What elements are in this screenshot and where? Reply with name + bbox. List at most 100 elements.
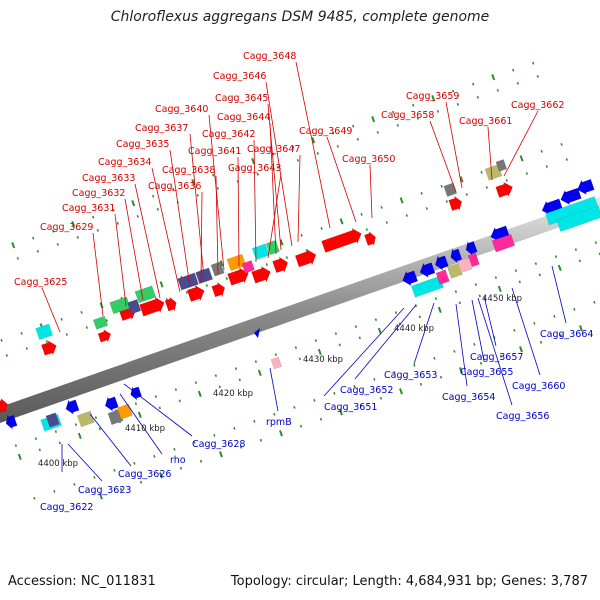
gene-feature	[484, 164, 503, 181]
tick-mark	[538, 273, 541, 277]
gene-feature	[419, 262, 436, 278]
tick-mark	[393, 371, 396, 374]
gene-feature	[435, 255, 449, 271]
leader-line-plus	[265, 81, 293, 247]
gene-label-minus: Cagg_3655	[460, 367, 513, 378]
tick-mark	[196, 194, 199, 197]
tick-mark	[218, 385, 221, 389]
tick-mark	[431, 95, 436, 102]
tick-mark	[52, 229, 55, 233]
label-layer: Cagg_3625 Cagg_3629 Cagg_3631 Cagg_3632 Cagg…	[14, 51, 593, 513]
gene-feature	[560, 187, 582, 206]
tick-mark	[185, 291, 188, 294]
leader-line-plus	[267, 103, 282, 251]
leader-line-minus	[119, 393, 163, 455]
gene-label-plus: Cagg_3644	[217, 112, 270, 123]
tick-mark	[233, 427, 236, 430]
gene-feature	[577, 178, 595, 196]
tick-mark	[152, 194, 155, 198]
gene-feature	[270, 356, 283, 370]
gene-label-plus: Cagg_3662	[511, 100, 564, 111]
tick-mark	[74, 423, 78, 426]
gene-label-minus: Cagg_3626	[118, 469, 171, 480]
tick-mark	[459, 176, 464, 183]
tick-mark	[113, 469, 116, 472]
gene-label-minus: Cagg_3660	[512, 381, 565, 392]
tick-mark	[76, 236, 79, 239]
tick-mark	[574, 248, 578, 251]
gene-label-minus: Cagg_3654	[442, 392, 495, 403]
tick-mark	[34, 437, 38, 440]
tick-mark	[533, 322, 536, 325]
tick-mark	[112, 208, 115, 212]
tick-mark	[238, 378, 241, 382]
tick-mark	[557, 264, 562, 272]
tick-mark	[332, 131, 335, 135]
tick-mark	[452, 89, 455, 93]
tick-mark	[359, 403, 363, 407]
gene-label-plus: Cagg_3638	[162, 165, 215, 176]
tick-mark	[33, 497, 36, 500]
tick-mark	[474, 283, 478, 286]
gene-feature	[495, 159, 508, 172]
scale-layer: 4400 kbp 4410 kbp 4420 kbp 4430 kbp 4440 kbp…	[38, 294, 522, 469]
gene-label-minus: rpmB	[266, 417, 292, 428]
tick-mark	[358, 336, 361, 340]
tick-mark	[92, 215, 95, 219]
tick-mark	[216, 187, 219, 190]
tick-mark	[299, 424, 303, 428]
tick-mark	[396, 124, 399, 127]
scale-label: 4400 kbp	[38, 459, 78, 469]
map-title: Chloroflexus aggregans DSM 9485, complet…	[110, 9, 490, 25]
gene-label-minus: Cagg_3656	[496, 411, 549, 422]
tick-mark	[593, 301, 596, 304]
gene-feature	[40, 340, 57, 356]
tick-mark	[85, 326, 88, 329]
tick-mark	[339, 409, 343, 416]
gene-feature	[92, 315, 109, 330]
leader-line-plus	[253, 139, 257, 263]
tick-mark	[38, 448, 41, 452]
leader-line-minus	[471, 299, 485, 362]
tick-mark	[53, 490, 56, 493]
tick-mark	[525, 172, 528, 175]
gene-feature	[104, 396, 119, 412]
gene-label-minus: Cagg_3622	[40, 502, 93, 513]
tick-mark	[496, 89, 499, 92]
tick-mark	[257, 369, 262, 377]
gene-label-plus: Cagg_3645	[215, 93, 268, 104]
gene-label-minus: rho	[170, 455, 186, 466]
tick-mark	[45, 340, 48, 343]
tick-mark	[433, 357, 436, 360]
leader-line-plus	[429, 120, 457, 193]
gene-label-plus: Cagg_3647	[247, 144, 300, 155]
tick-mark	[317, 348, 322, 356]
gene-label-plus: Cagg_3659	[406, 91, 459, 102]
tick-mark	[254, 360, 258, 363]
tick-mark	[239, 445, 243, 449]
gene-label-minus: Cagg_3623	[78, 485, 131, 496]
leader-line-layer	[41, 61, 567, 482]
leader-line-minus	[323, 307, 405, 397]
tick-mark	[440, 185, 443, 188]
tick-mark	[532, 61, 535, 65]
tick-mark	[80, 311, 83, 314]
scale-label: 4430 kbp	[303, 355, 343, 365]
tick-mark	[276, 166, 279, 169]
tick-mark	[292, 145, 295, 149]
leader-line-plus	[114, 213, 127, 307]
tick-mark	[316, 152, 319, 155]
gene-feature	[0, 397, 8, 414]
gene-label-plus: Cagg_3631	[62, 203, 115, 214]
tick-mark	[394, 311, 398, 314]
gene-feature	[450, 247, 463, 264]
tick-mark	[436, 110, 439, 113]
tick-mark	[153, 455, 156, 458]
leader-line-plus	[326, 136, 357, 223]
gene-feature	[45, 412, 60, 428]
tick-mark	[5, 354, 8, 357]
tick-mark	[485, 186, 488, 189]
tick-mark	[294, 346, 298, 349]
scale-label: 4440 kbp	[394, 324, 434, 334]
tick-mark	[454, 290, 458, 293]
